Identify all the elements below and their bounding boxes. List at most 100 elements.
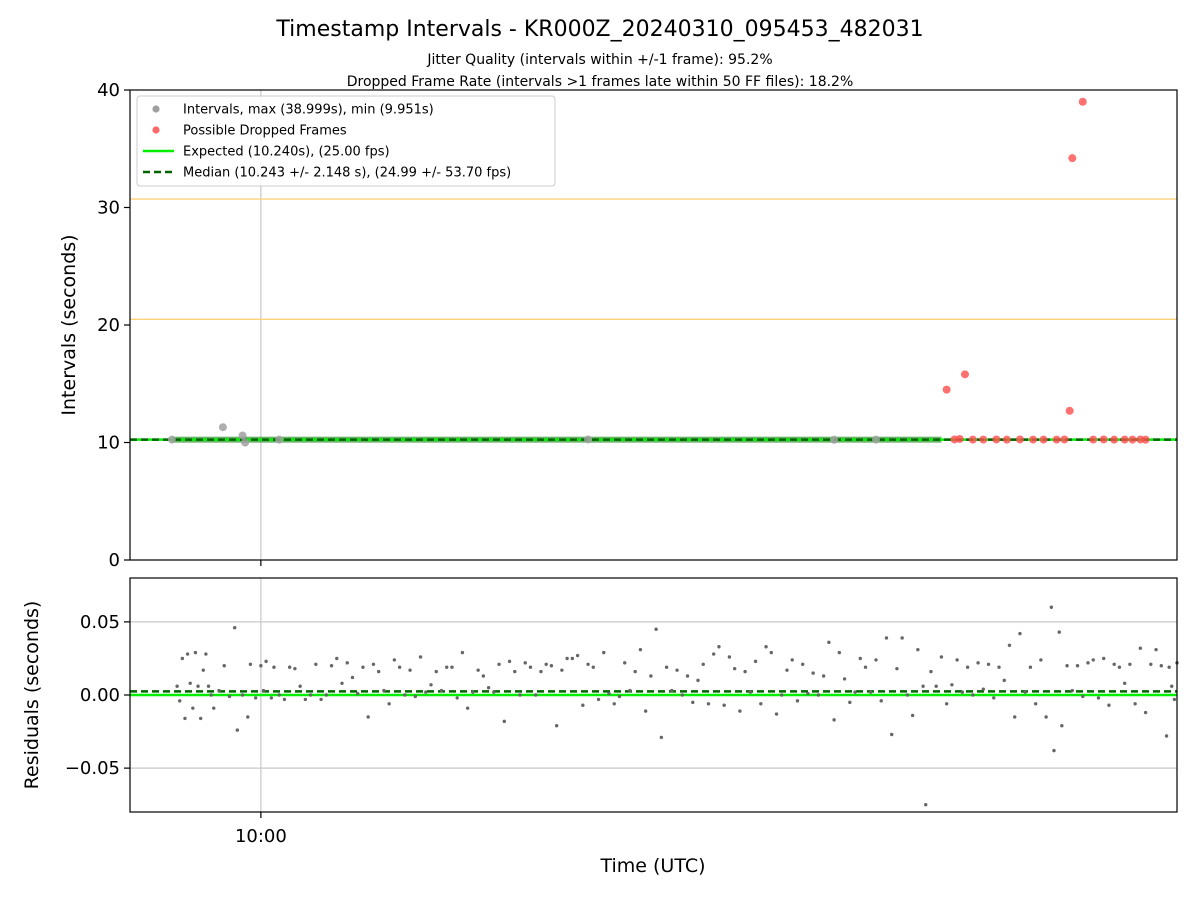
residual-point-6: [191, 706, 195, 710]
residual-point-203: [1172, 697, 1177, 702]
residual-point-100: [649, 674, 653, 678]
residual-point-193: [1128, 662, 1132, 666]
dropped-frame-point-11: [1052, 435, 1061, 444]
dropped-frame-point-9: [1029, 435, 1038, 444]
residual-point-152: [921, 684, 925, 688]
residual-point-95: [623, 661, 627, 665]
residual-point-93: [612, 702, 616, 706]
residual-point-39: [329, 664, 334, 668]
residual-point-44: [356, 691, 360, 696]
residual-point-81: [549, 664, 554, 668]
residual-point-183: [1075, 664, 1080, 668]
residual-point-112: [712, 652, 716, 656]
intervals-y-axis-label: Intervals (seconds): [58, 234, 80, 415]
residual-point-201: [1167, 665, 1171, 669]
residual-point-123: [769, 650, 773, 655]
intervals-y-tick-label-3: 30: [97, 198, 120, 219]
dropped-frame-point-2: [955, 434, 964, 443]
residual-point-49: [382, 688, 386, 693]
intervals-y-tick-label-1: 10: [97, 433, 120, 454]
residual-point-172: [1023, 690, 1027, 694]
residual-point-11: [204, 652, 208, 656]
interval-point-6: [830, 435, 839, 444]
residual-point-21: [246, 715, 250, 719]
dropped-frame-point-12: [1060, 435, 1069, 444]
residual-point-59: [434, 669, 438, 674]
residual-point-139: [853, 690, 857, 694]
residual-point-66: [471, 690, 475, 694]
residual-point-29: [277, 693, 281, 697]
residual-point-107: [685, 674, 690, 678]
residual-point-76: [523, 661, 527, 665]
residual-point-138: [848, 700, 852, 705]
residual-point-101: [654, 627, 658, 631]
residual-point-79: [539, 669, 543, 674]
residual-point-0: [175, 684, 179, 688]
dropped-frame-point-10: [1039, 435, 1048, 444]
intervals-y-tick-label-2: 20: [97, 315, 120, 336]
residual-point-17: [227, 694, 232, 699]
residual-point-129: [800, 662, 805, 666]
residual-point-94: [617, 694, 622, 699]
residual-point-153: [924, 802, 928, 807]
residual-point-15: [217, 688, 221, 693]
residual-point-148: [900, 636, 904, 640]
intervals-normal-points: [167, 423, 880, 447]
dropped-frame-point-15: [1078, 97, 1087, 106]
residual-point-127: [790, 658, 794, 662]
residual-point-178: [1052, 748, 1056, 753]
residual-point-45: [361, 665, 365, 669]
residual-point-155: [934, 684, 938, 688]
residual-point-97: [633, 669, 637, 674]
residual-point-167: [997, 665, 1001, 669]
residual-point-176: [1044, 715, 1048, 719]
residual-point-28: [272, 665, 276, 669]
residual-point-164: [981, 687, 986, 691]
residual-point-134: [827, 640, 831, 645]
residual-point-22: [248, 662, 253, 666]
residual-point-141: [863, 665, 868, 669]
residual-point-102: [659, 735, 664, 740]
residual-point-118: [743, 669, 747, 674]
dropped-frame-point-5: [979, 435, 988, 444]
residual-point-80: [544, 662, 548, 666]
residuals-y-ticks: 0.05 0.00 −0.05: [65, 612, 130, 779]
residual-point-48: [376, 669, 381, 674]
residual-point-111: [706, 702, 711, 706]
residual-point-84: [565, 656, 569, 661]
residual-point-57: [424, 690, 428, 694]
dropped-frame-point-20: [1128, 435, 1137, 444]
residual-point-70: [492, 690, 496, 694]
residual-point-173: [1028, 665, 1033, 669]
residual-point-165: [986, 662, 991, 666]
dropped-frame-point-19: [1120, 435, 1129, 444]
intervals-axes: 0 10 20 30 40 Intervals (seconds) Intervals,…: [58, 80, 1178, 571]
residual-point-147: [895, 666, 899, 671]
residual-point-47: [371, 662, 376, 666]
residual-point-140: [858, 656, 862, 661]
residual-point-99: [643, 709, 648, 713]
residual-point-32: [293, 666, 297, 671]
residual-point-31: [287, 665, 292, 669]
residual-point-96: [628, 688, 632, 693]
residual-point-38: [324, 693, 329, 697]
residual-point-106: [680, 693, 684, 697]
dropped-frame-point-6: [992, 435, 1001, 444]
residual-point-185: [1086, 661, 1090, 665]
residual-point-181: [1065, 664, 1069, 668]
interval-point-7: [871, 435, 880, 444]
residual-point-197: [1149, 662, 1153, 666]
residual-point-34: [303, 697, 308, 702]
legend-label-expected: Expected (10.240s), (25.00 fps): [183, 145, 390, 160]
residual-point-108: [691, 700, 695, 705]
residual-point-115: [727, 655, 732, 659]
residual-point-68: [481, 674, 486, 678]
residual-point-151: [916, 647, 920, 652]
residual-point-114: [722, 703, 726, 707]
residuals-points: [175, 605, 1179, 807]
residual-point-23: [253, 696, 258, 700]
residual-point-52: [397, 665, 402, 669]
intervals-dropped-points: [942, 97, 1150, 444]
residual-point-128: [795, 699, 800, 703]
